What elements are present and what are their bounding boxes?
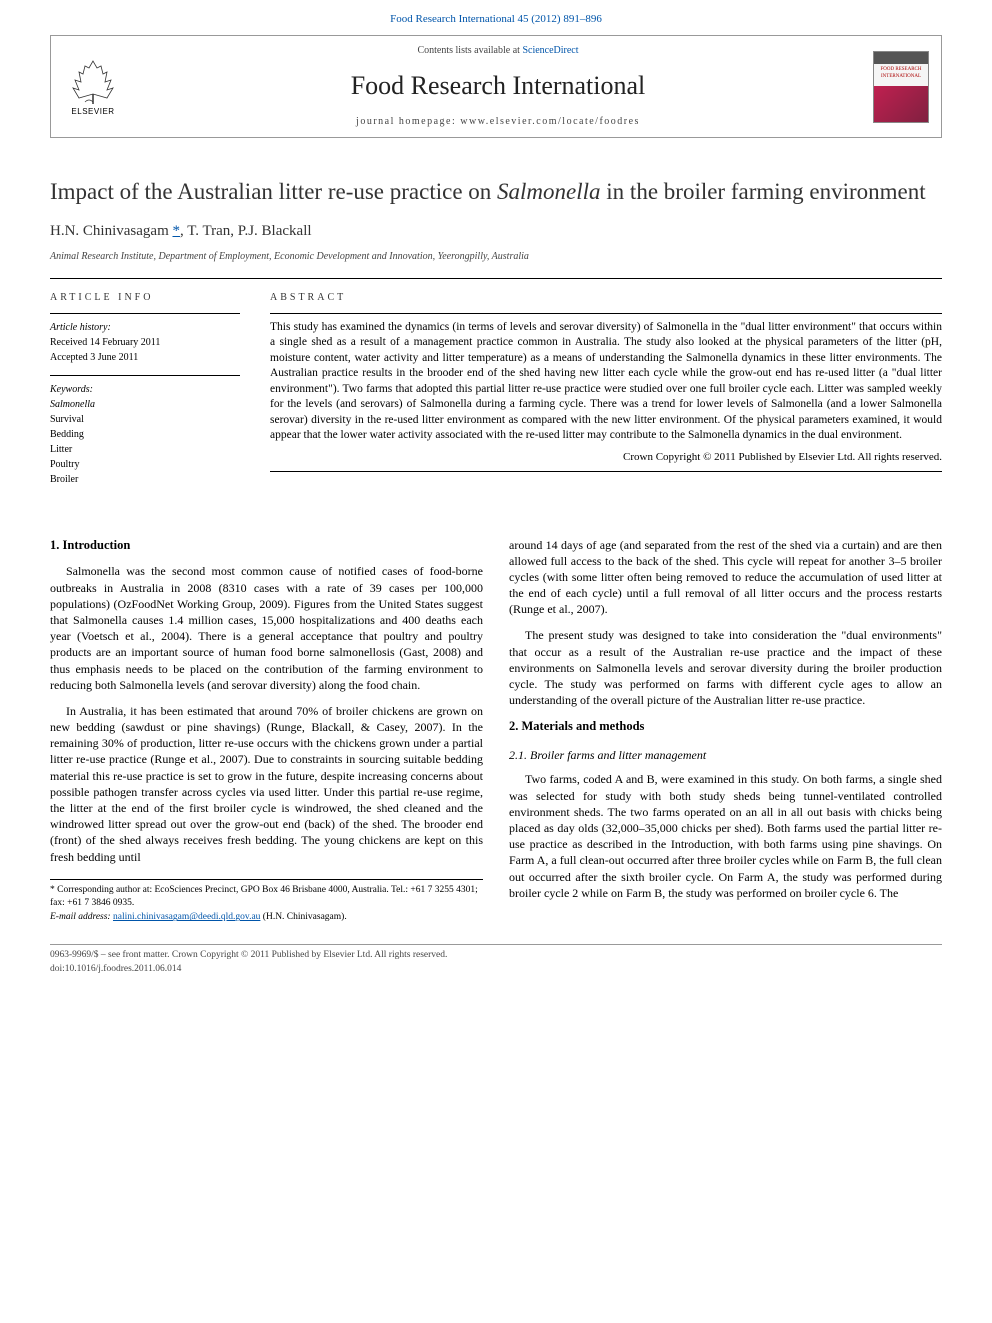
- abstract-text: This study has examined the dynamics (in…: [270, 313, 942, 444]
- corresponding-marker[interactable]: *: [172, 223, 180, 239]
- footer-line1: 0963-9969/$ – see front matter. Crown Co…: [50, 949, 942, 962]
- email-label: E-mail address:: [50, 912, 113, 922]
- header-center: Contents lists available at ScienceDirec…: [135, 44, 861, 128]
- title-post: in the broiler farming environment: [601, 179, 926, 204]
- title-em: Salmonella: [497, 179, 601, 204]
- contents-line: Contents lists available at ScienceDirec…: [135, 44, 861, 58]
- keyword: Litter: [50, 442, 240, 457]
- email-link[interactable]: nalini.chinivasagam@deedi.qld.gov.au: [113, 912, 260, 922]
- corresponding-footnote: * Corresponding author at: EcoSciences P…: [50, 884, 483, 910]
- info-abstract-row: ARTICLE INFO Article history: Received 1…: [50, 291, 942, 497]
- keyword: Survival: [50, 412, 240, 427]
- page-footer: 0963-9969/$ – see front matter. Crown Co…: [50, 944, 942, 976]
- article-info-column: ARTICLE INFO Article history: Received 1…: [50, 291, 240, 497]
- abstract-heading: ABSTRACT: [270, 291, 942, 305]
- intro-p3: around 14 days of age (and separated fro…: [509, 537, 942, 618]
- keyword: Poultry: [50, 457, 240, 472]
- keyword: Broiler: [50, 472, 240, 487]
- divider-top: [50, 278, 942, 279]
- abstract-column: ABSTRACT This study has examined the dyn…: [270, 291, 942, 497]
- journal-header: ELSEVIER Contents lists available at Sci…: [50, 35, 942, 137]
- body-columns: 1. Introduction Salmonella was the secon…: [50, 537, 942, 925]
- email-post: (H.N. Chinivasagam).: [260, 912, 346, 922]
- authors: H.N. Chinivasagam *, T. Tran, P.J. Black…: [50, 221, 942, 242]
- journal-name: Food Research International: [135, 68, 861, 104]
- methods-p1: Two farms, coded A and B, were examined …: [509, 771, 942, 901]
- header-citation[interactable]: Food Research International 45 (2012) 89…: [0, 0, 992, 35]
- section-heading-intro: 1. Introduction: [50, 537, 483, 554]
- journal-cover-thumbnail: FOOD RESEARCH INTERNATIONAL: [873, 51, 929, 123]
- article-info-heading: ARTICLE INFO: [50, 291, 240, 305]
- abstract-copyright: Crown Copyright © 2011 Published by Else…: [270, 450, 942, 465]
- author-rest: , T. Tran, P.J. Blackall: [180, 223, 312, 239]
- subsection-heading-21: 2.1. Broiler farms and litter management: [509, 747, 942, 763]
- footer-doi: doi:10.1016/j.foodres.2011.06.014: [50, 963, 942, 976]
- email-line: E-mail address: nalini.chinivasagam@deed…: [50, 911, 483, 924]
- elsevier-logo: ELSEVIER: [63, 52, 123, 122]
- accepted-date: Accepted 3 June 2011: [50, 350, 240, 365]
- history-label: Article history:: [50, 320, 240, 335]
- intro-p1: Salmonella was the second most common ca…: [50, 563, 483, 693]
- intro-p2: In Australia, it has been estimated that…: [50, 703, 483, 865]
- received-date: Received 14 February 2011: [50, 335, 240, 350]
- intro-p4: The present study was designed to take i…: [509, 627, 942, 708]
- author-main: H.N. Chinivasagam: [50, 223, 172, 239]
- keyword: Bedding: [50, 427, 240, 442]
- keyword: Salmonella: [50, 397, 240, 412]
- title-pre: Impact of the Australian litter re-use p…: [50, 179, 497, 204]
- journal-homepage: journal homepage: www.elsevier.com/locat…: [135, 115, 861, 129]
- contents-prefix: Contents lists available at: [417, 45, 522, 56]
- section-heading-methods: 2. Materials and methods: [509, 718, 942, 735]
- keywords-section: Keywords: Salmonella Survival Bedding Li…: [50, 375, 240, 487]
- abstract-bottom-rule: [270, 471, 942, 472]
- sciencedirect-link[interactable]: ScienceDirect: [522, 45, 578, 56]
- keywords-label: Keywords:: [50, 382, 240, 397]
- elsevier-text: ELSEVIER: [71, 106, 114, 117]
- cover-title: FOOD RESEARCH INTERNATIONAL: [874, 64, 928, 86]
- article-title: Impact of the Australian litter re-use p…: [50, 178, 942, 207]
- affiliation: Animal Research Institute, Department of…: [50, 250, 942, 264]
- elsevier-tree-icon: [65, 56, 121, 106]
- article-history: Article history: Received 14 February 20…: [50, 313, 240, 365]
- footnote-block: * Corresponding author at: EcoSciences P…: [50, 879, 483, 924]
